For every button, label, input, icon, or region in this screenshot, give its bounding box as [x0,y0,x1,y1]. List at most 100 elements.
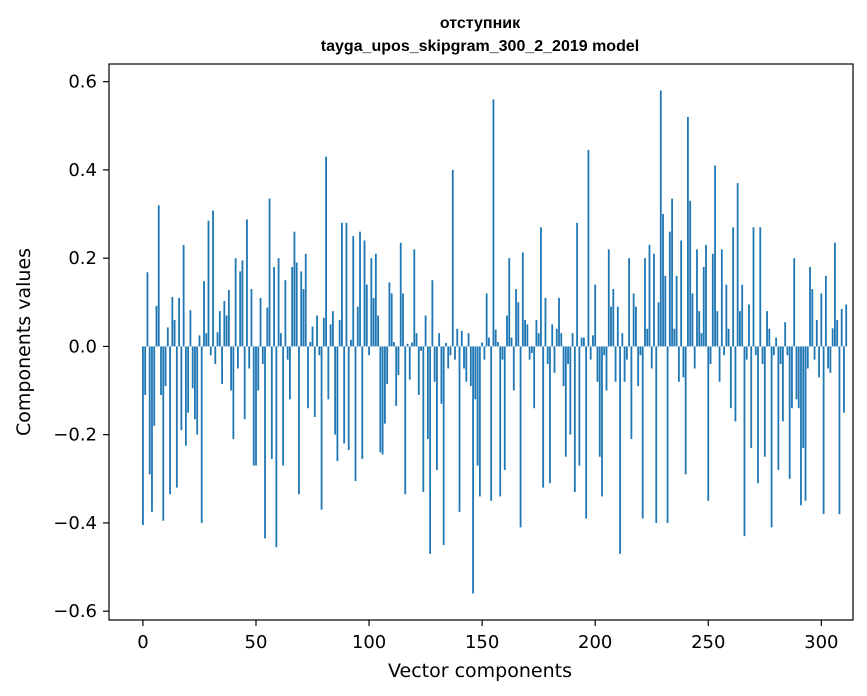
bar-311 [845,304,848,347]
bar-214 [625,346,628,360]
bar-68 [295,262,298,347]
bar-134 [445,342,447,347]
bar-240 [684,346,687,475]
bar-139 [456,328,459,347]
bar-56 [268,198,271,347]
bar-104 [377,315,380,347]
bar-125 [424,315,427,347]
bar-85 [334,346,337,435]
bar-149 [478,346,481,497]
bar-291 [800,346,802,506]
bar-195 [582,337,585,347]
bar-95 [356,306,359,347]
bar-7 [157,205,160,347]
bar-135 [447,346,450,369]
y-tick-label-5: 0.4 [68,160,97,181]
bar-222 [644,258,646,347]
bar-64 [286,346,289,360]
bar-255 [718,346,721,382]
bar-88 [341,222,343,347]
bar-183 [555,328,558,347]
x-tick-label-200: 200 [578,632,612,653]
bar-207 [610,306,612,347]
bar-62 [282,346,285,466]
bar-213 [623,346,626,382]
bar-169 [524,319,526,347]
bar-208 [612,289,615,347]
bar-241 [687,116,689,347]
bar-16 [178,297,181,347]
bar-261 [732,227,735,347]
bar-276 [766,311,768,347]
bar-51 [257,346,260,391]
bar-258 [725,284,728,347]
bar-22 [191,346,194,389]
bar-67 [293,231,296,347]
bar-66 [291,266,294,347]
bar-97 [361,346,364,459]
bar-309 [840,308,843,347]
bar-269 [750,346,753,448]
bar-27 [203,281,205,347]
bar-161 [506,315,508,347]
bar-127 [429,346,432,554]
bar-201 [596,346,599,382]
bar-204 [603,346,606,356]
bar-298 [815,319,818,347]
bar-281 [777,346,780,470]
bar-300 [820,293,823,347]
bar-307 [836,319,839,347]
bar-305 [831,328,834,347]
bar-136 [449,346,452,356]
bar-79 [320,346,323,510]
bar-225 [650,346,653,369]
bar-166 [517,302,520,347]
bar-123 [420,346,422,351]
bar-210 [616,306,619,347]
bar-179 [546,346,549,365]
bar-57 [270,346,273,459]
bar-6 [155,305,158,347]
bar-38 [227,289,230,347]
bar-42 [237,346,239,369]
x-tick-label-50: 50 [245,632,268,653]
bar-82 [327,346,330,400]
bar-221 [641,346,644,519]
bar-200 [594,284,597,347]
x-tick-label-150: 150 [465,632,499,653]
bar-290 [797,346,800,409]
bar-115 [402,293,404,347]
bar-28 [205,333,208,347]
bar-1 [144,346,147,395]
bar-24 [196,346,199,435]
bar-147 [474,346,477,400]
bar-262 [734,346,737,422]
bar-106 [381,346,384,455]
bar-302 [824,275,827,347]
bars-group [142,90,848,594]
bar-299 [818,346,820,378]
bar-308 [838,346,841,515]
bar-26 [200,346,203,523]
bar-284 [784,322,787,347]
bar-270 [752,227,755,347]
bar-137 [451,169,454,347]
bar-170 [526,324,529,347]
bar-117 [406,343,409,347]
bar-102 [372,297,375,347]
bar-202 [598,346,601,457]
bar-30 [209,346,212,356]
bar-184 [558,297,560,347]
bar-236 [675,275,678,347]
bar-186 [562,346,565,387]
bar-50 [255,346,257,466]
bar-109 [388,282,391,347]
bar-21 [189,310,192,347]
axes-group: 0 50 100 150 200 250 300 −0.6 −0.4 −0.2 0.0 0.2 0.4 0… [53,63,854,653]
bar-128 [431,280,434,347]
bar-78 [318,346,321,356]
y-tick-label-6: 0.6 [68,72,97,93]
bar-162 [508,258,511,347]
bar-11 [166,327,169,347]
